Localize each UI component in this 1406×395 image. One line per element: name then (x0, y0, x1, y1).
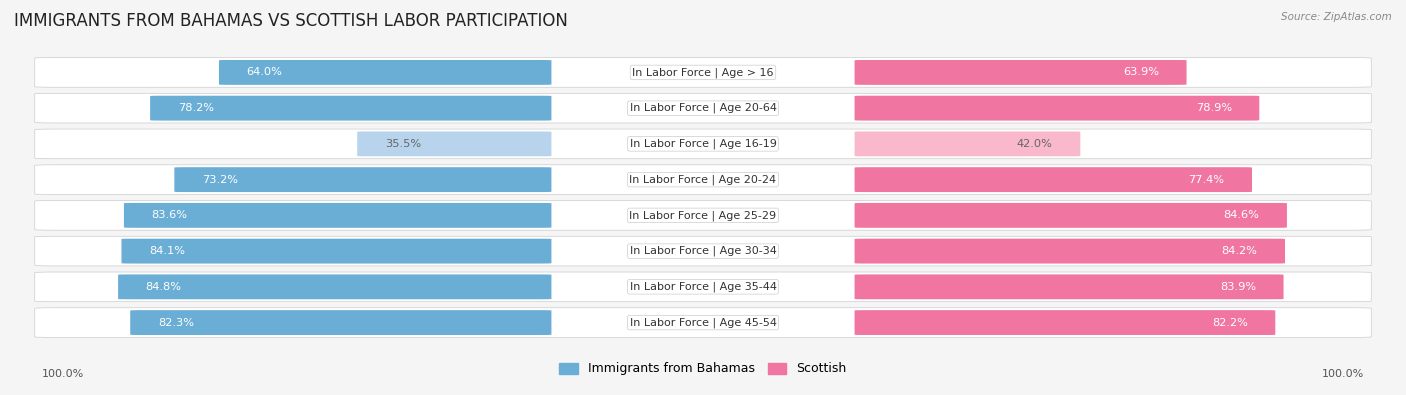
Text: 78.9%: 78.9% (1195, 103, 1232, 113)
Text: 84.2%: 84.2% (1222, 246, 1257, 256)
FancyBboxPatch shape (121, 239, 551, 263)
Text: 84.6%: 84.6% (1223, 211, 1260, 220)
FancyBboxPatch shape (855, 239, 1285, 263)
FancyBboxPatch shape (131, 310, 551, 335)
FancyBboxPatch shape (855, 96, 1260, 120)
Text: 82.2%: 82.2% (1212, 318, 1247, 327)
FancyBboxPatch shape (35, 129, 1371, 159)
Text: 35.5%: 35.5% (385, 139, 420, 149)
FancyBboxPatch shape (35, 272, 1371, 302)
Legend: Immigrants from Bahamas, Scottish: Immigrants from Bahamas, Scottish (554, 357, 852, 380)
FancyBboxPatch shape (855, 132, 1080, 156)
Text: 83.9%: 83.9% (1220, 282, 1256, 292)
FancyBboxPatch shape (35, 236, 1371, 266)
FancyBboxPatch shape (357, 132, 551, 156)
FancyBboxPatch shape (219, 60, 551, 85)
Text: 100.0%: 100.0% (1322, 369, 1364, 379)
FancyBboxPatch shape (855, 203, 1286, 228)
FancyBboxPatch shape (35, 165, 1371, 194)
FancyBboxPatch shape (35, 201, 1371, 230)
Text: 63.9%: 63.9% (1123, 68, 1159, 77)
Text: 84.8%: 84.8% (146, 282, 181, 292)
FancyBboxPatch shape (35, 58, 1371, 87)
Text: 77.4%: 77.4% (1188, 175, 1225, 184)
FancyBboxPatch shape (174, 167, 551, 192)
Text: 78.2%: 78.2% (177, 103, 214, 113)
Text: In Labor Force | Age 20-64: In Labor Force | Age 20-64 (630, 103, 776, 113)
Text: 100.0%: 100.0% (42, 369, 84, 379)
FancyBboxPatch shape (124, 203, 551, 228)
Text: 42.0%: 42.0% (1017, 139, 1053, 149)
Text: In Labor Force | Age 16-19: In Labor Force | Age 16-19 (630, 139, 776, 149)
FancyBboxPatch shape (35, 93, 1371, 123)
Text: 83.6%: 83.6% (152, 211, 187, 220)
FancyBboxPatch shape (855, 310, 1275, 335)
Text: 82.3%: 82.3% (157, 318, 194, 327)
FancyBboxPatch shape (855, 60, 1187, 85)
FancyBboxPatch shape (855, 167, 1251, 192)
Text: In Labor Force | Age 20-24: In Labor Force | Age 20-24 (630, 174, 776, 185)
Text: In Labor Force | Age 25-29: In Labor Force | Age 25-29 (630, 210, 776, 221)
Text: Source: ZipAtlas.com: Source: ZipAtlas.com (1281, 12, 1392, 22)
FancyBboxPatch shape (118, 275, 551, 299)
Text: In Labor Force | Age > 16: In Labor Force | Age > 16 (633, 67, 773, 78)
FancyBboxPatch shape (150, 96, 551, 120)
Text: In Labor Force | Age 45-54: In Labor Force | Age 45-54 (630, 317, 776, 328)
FancyBboxPatch shape (855, 275, 1284, 299)
Text: In Labor Force | Age 30-34: In Labor Force | Age 30-34 (630, 246, 776, 256)
FancyBboxPatch shape (35, 308, 1371, 337)
Text: In Labor Force | Age 35-44: In Labor Force | Age 35-44 (630, 282, 776, 292)
Text: 84.1%: 84.1% (149, 246, 186, 256)
Text: IMMIGRANTS FROM BAHAMAS VS SCOTTISH LABOR PARTICIPATION: IMMIGRANTS FROM BAHAMAS VS SCOTTISH LABO… (14, 12, 568, 30)
Text: 73.2%: 73.2% (202, 175, 238, 184)
Text: 64.0%: 64.0% (246, 68, 283, 77)
